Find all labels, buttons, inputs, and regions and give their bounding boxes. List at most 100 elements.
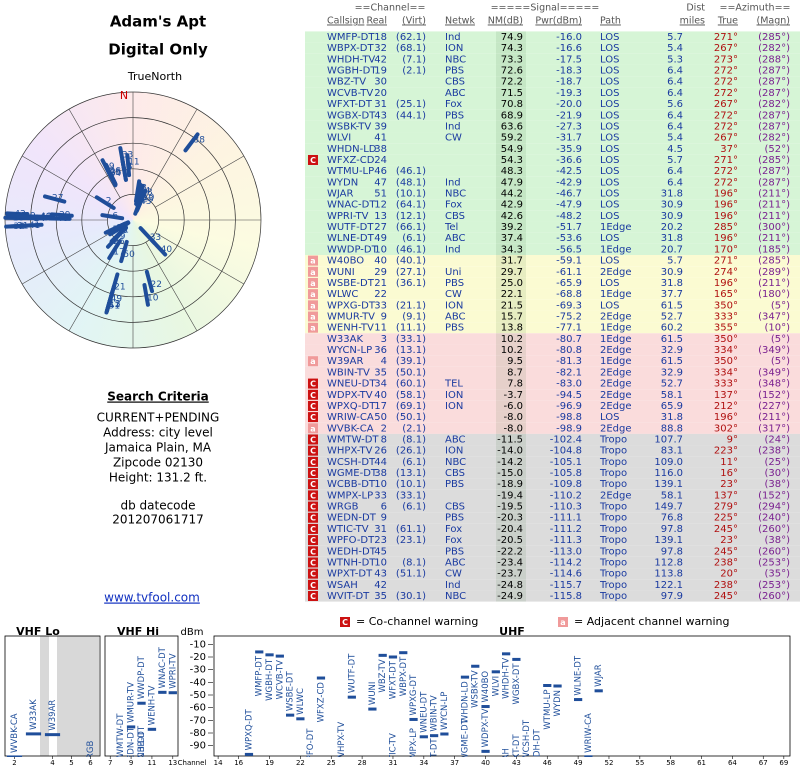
table-cell: 38	[374, 468, 387, 479]
band-name: VHF Hi	[117, 625, 159, 638]
table-cell: 122.1	[654, 580, 683, 591]
polar-signal	[138, 226, 157, 245]
table-row	[305, 76, 800, 88]
table-cell: 2Edge	[600, 312, 632, 323]
datecode-label: db datecode	[120, 499, 195, 513]
table-cell: 40	[374, 390, 387, 401]
nm-column-shade	[496, 143, 526, 155]
table-cell: 8.7	[507, 367, 523, 378]
warning-mark: C	[310, 547, 316, 556]
table-cell: (66.1)	[396, 222, 426, 233]
table-cell: (10°)	[764, 323, 790, 334]
table-cell: ION	[445, 446, 463, 457]
table-cell: (38°)	[764, 479, 790, 490]
table-cell: -111.1	[550, 513, 582, 524]
table-cell: -6.0	[503, 401, 523, 412]
table-cell: (152°)	[758, 490, 790, 501]
table-cell: (35°)	[764, 569, 790, 580]
table-cell: 10	[374, 244, 387, 255]
warning-box	[308, 456, 318, 467]
table-cell: 196°	[714, 412, 738, 423]
warning-box	[308, 289, 318, 300]
channel-callsign: WEDN-DT	[127, 726, 137, 768]
criteria-line: Address: city level	[103, 426, 213, 440]
table-cell: (51.1)	[396, 569, 426, 580]
table-cell: 20.7	[661, 244, 683, 255]
channel-callsign: WSBK-TV	[471, 670, 481, 708]
nm-column-shade	[496, 255, 526, 267]
table-cell: LOS	[600, 32, 619, 43]
table-cell: 16°	[720, 468, 738, 479]
table-cell: -80.8	[556, 345, 582, 356]
nm-column-shade	[496, 366, 526, 378]
criteria-line: Jamaica Plain, MA	[104, 441, 212, 455]
table-cell: WUTF-DT	[327, 222, 374, 233]
polar-channel-label: 4	[127, 163, 133, 173]
polar-channel-label: 12	[109, 300, 120, 310]
table-cell: (289°)	[758, 267, 790, 278]
table-cell: 272°	[714, 88, 738, 99]
table-cell: PBS	[445, 278, 464, 289]
table-cell: 52.7	[661, 312, 683, 323]
nm-column-shade	[496, 288, 526, 300]
north-label: TrueNorth	[127, 70, 182, 83]
table-cell: 1Edge	[600, 289, 632, 300]
table-cell: -42.9	[556, 177, 582, 188]
table-cell: WENH-TV	[327, 323, 374, 334]
table-cell: 5.3	[667, 54, 683, 65]
table-cell: 223°	[714, 446, 738, 457]
table-cell: 139.1	[654, 535, 683, 546]
table-cell: 267°	[714, 43, 738, 54]
nm-column-shade	[496, 445, 526, 457]
nm-column-shade	[496, 64, 526, 77]
table-cell: 24	[374, 155, 387, 166]
channel-callsign: WLNE-DT	[574, 655, 584, 695]
table-row	[305, 512, 800, 524]
table-cell: 39.2	[501, 222, 523, 233]
table-cell: LOS	[600, 43, 619, 54]
table-cell: Fox	[445, 524, 462, 535]
table-cell: (240°)	[758, 513, 790, 524]
nm-column-shade	[496, 165, 526, 177]
polar-channel-label: 33	[150, 233, 161, 243]
table-cell: 37.7	[661, 289, 683, 300]
table-cell: -53.6	[556, 233, 582, 244]
nm-column-shade	[496, 389, 526, 401]
nm-column-shade	[496, 478, 526, 490]
table-cell: (349°)	[758, 367, 790, 378]
column-group-header: ==Channel==	[355, 3, 426, 14]
table-cell: (11.1)	[396, 323, 426, 334]
table-cell: WMFP-DT	[327, 32, 375, 43]
channel-callsign: WBPX-DT	[399, 656, 409, 696]
table-cell: Fox	[445, 99, 462, 110]
warning-box	[308, 479, 318, 490]
table-cell: (287°)	[758, 110, 790, 121]
nm-column-shade	[496, 299, 526, 311]
table-cell: (2.1)	[402, 423, 426, 434]
table-cell: WDPX-TV	[327, 390, 373, 401]
channel-callsign: WCBB-DT	[137, 725, 147, 767]
table-cell: 3	[381, 334, 387, 345]
nm-column-shade	[496, 400, 526, 412]
channel-callsign: WSAH	[502, 748, 512, 768]
table-cell: WHDH-TV	[327, 54, 375, 65]
table-cell: WYDN	[327, 177, 358, 188]
table-cell: WBIN-TV	[327, 367, 370, 378]
table-cell: 2Edge	[600, 390, 632, 401]
table-cell: (285°)	[758, 256, 790, 267]
table-cell: -21.9	[556, 110, 582, 121]
table-cell: WSBK-TV	[327, 121, 371, 132]
site-link[interactable]: www.tvfool.com	[104, 591, 200, 605]
table-row	[305, 187, 800, 200]
polar-channel-label: 18	[13, 213, 25, 223]
x-tick-label: 16	[234, 759, 243, 767]
table-cell: W33AK	[327, 334, 363, 345]
band-name: VHF Lo	[16, 625, 60, 638]
table-row	[305, 221, 800, 233]
table-cell: LOS	[600, 278, 619, 289]
table-row	[305, 132, 800, 144]
warning-mark: C	[310, 503, 316, 512]
nm-column-shade	[496, 344, 526, 356]
channel-callsign: WCSH-DT	[522, 719, 532, 761]
polar-spoke	[145, 108, 198, 198]
